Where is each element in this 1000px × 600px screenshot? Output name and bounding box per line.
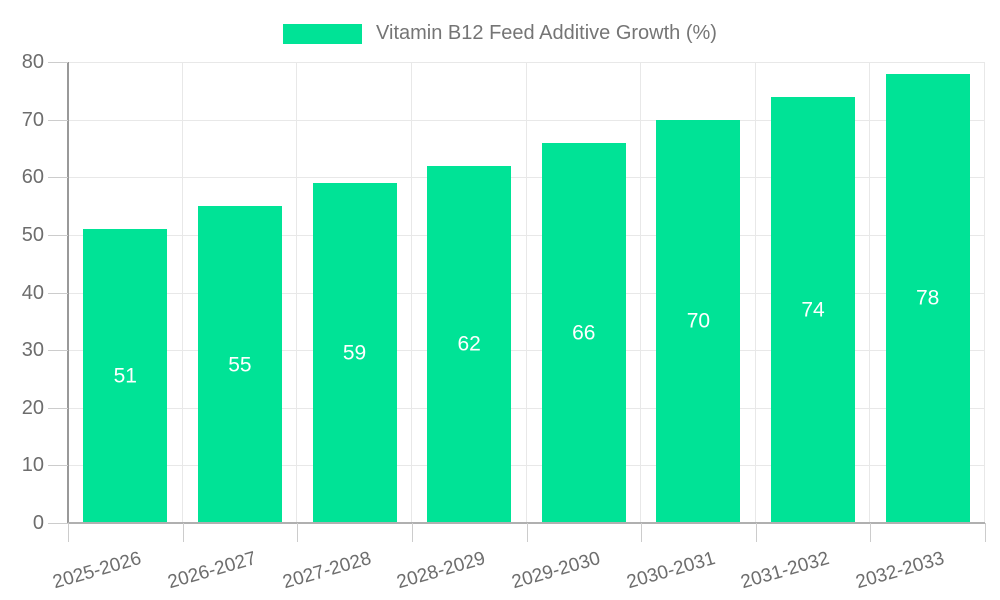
gridline-horizontal <box>68 177 985 179</box>
x-tick-mark <box>182 523 184 542</box>
bar-2030-2031[interactable]: 70 <box>656 119 741 523</box>
legend-swatch-icon <box>283 23 363 44</box>
gridline-vertical <box>296 62 298 523</box>
x-axis-category-label: 2026-2027 <box>165 548 259 594</box>
bar-2031-2032[interactable]: 74 <box>771 96 856 523</box>
bar-value-label: 78 <box>915 286 940 310</box>
y-axis-tick-label: 80 <box>21 51 44 73</box>
y-axis-tick-label: 30 <box>21 339 44 362</box>
x-tick-mark <box>870 523 872 542</box>
bar-value-label: 66 <box>572 321 596 345</box>
gridline-vertical <box>410 62 412 523</box>
x-axis-category-label: 2032-2033 <box>853 548 947 594</box>
legend-label: Vitamin B12 Feed Additive Growth (%) <box>376 22 717 44</box>
bar-value-label: 59 <box>342 341 367 365</box>
y-axis-tick-label: 0 <box>32 512 44 534</box>
x-axis-category-label: 2029-2030 <box>509 548 603 594</box>
gridline-horizontal <box>68 350 985 352</box>
y-axis-line <box>67 62 69 523</box>
x-tick-mark <box>411 523 413 542</box>
gridline-vertical <box>984 62 985 523</box>
x-axis-category-label: 2030-2031 <box>624 548 718 594</box>
x-tick-mark <box>755 523 757 542</box>
bar-value-label: 74 <box>801 298 825 322</box>
x-tick-mark <box>526 523 528 542</box>
y-axis-tick-label: 70 <box>21 108 44 131</box>
bar-column: 74 <box>756 62 871 523</box>
x-tick-mark <box>68 523 69 542</box>
y-tick-mark <box>48 523 68 524</box>
x-axis-category-label: 2031-2032 <box>738 548 832 594</box>
y-tick-mark <box>48 292 68 294</box>
bar-2028-2029[interactable]: 62 <box>427 165 512 523</box>
gridline-vertical <box>181 62 183 523</box>
y-tick-mark <box>48 350 68 352</box>
bar-2029-2030[interactable]: 66 <box>541 142 626 523</box>
y-axis-tick-label: 10 <box>21 454 44 477</box>
bar-2027-2028[interactable]: 59 <box>312 183 397 523</box>
gridline-vertical <box>525 62 527 523</box>
gridline-horizontal <box>68 465 985 467</box>
gridline-vertical <box>754 62 756 523</box>
bar-value-label: 62 <box>457 332 481 356</box>
gridline-horizontal <box>68 292 985 294</box>
x-axis-category-label: 2025-2026 <box>50 548 145 594</box>
bar-column: 59 <box>297 62 412 523</box>
bar-column: 62 <box>412 62 527 523</box>
y-axis-tick-label: 50 <box>21 223 44 246</box>
bar-column: 55 <box>183 62 298 523</box>
gridline-vertical <box>869 62 871 523</box>
y-axis-tick-label: 40 <box>21 281 44 304</box>
bar-column: 70 <box>641 62 756 523</box>
bar-2026-2027[interactable]: 55 <box>197 206 282 523</box>
x-axis-category-label: 2027-2028 <box>280 548 374 594</box>
bar-value-label: 70 <box>686 309 711 333</box>
y-tick-mark <box>48 234 68 236</box>
y-tick-mark <box>48 407 68 409</box>
bar-value-label: 51 <box>113 364 137 388</box>
gridline-horizontal <box>68 62 985 63</box>
bar-column: 78 <box>870 62 985 523</box>
y-tick-mark <box>48 465 68 467</box>
bar-2032-2033[interactable]: 78 <box>885 73 970 523</box>
y-tick-mark <box>48 119 68 121</box>
chart-legend[interactable]: Vitamin B12 Feed Additive Growth (%) <box>0 22 1000 45</box>
bar-value-label: 55 <box>228 353 252 377</box>
y-axis-tick-label: 20 <box>21 396 44 419</box>
gridline-horizontal <box>68 234 985 236</box>
gridline-vertical <box>640 62 642 523</box>
bar-series: 51 55 59 62 66 70 74 78 <box>68 62 985 523</box>
y-axis-tick-label: 60 <box>21 166 44 189</box>
bar-2025-2026[interactable]: 51 <box>83 229 168 523</box>
x-tick-mark <box>985 523 986 542</box>
x-tick-mark <box>297 523 299 542</box>
gridline-horizontal <box>68 119 985 121</box>
gridline-horizontal <box>68 407 985 409</box>
x-tick-mark <box>641 523 643 542</box>
y-tick-mark <box>48 62 68 63</box>
bar-column: 51 <box>68 62 183 523</box>
bar-column: 66 <box>527 62 642 523</box>
x-axis-category-label: 2028-2029 <box>394 548 488 594</box>
y-tick-mark <box>48 177 68 179</box>
plot-area: 51 55 59 62 66 70 74 78 <box>67 62 985 524</box>
